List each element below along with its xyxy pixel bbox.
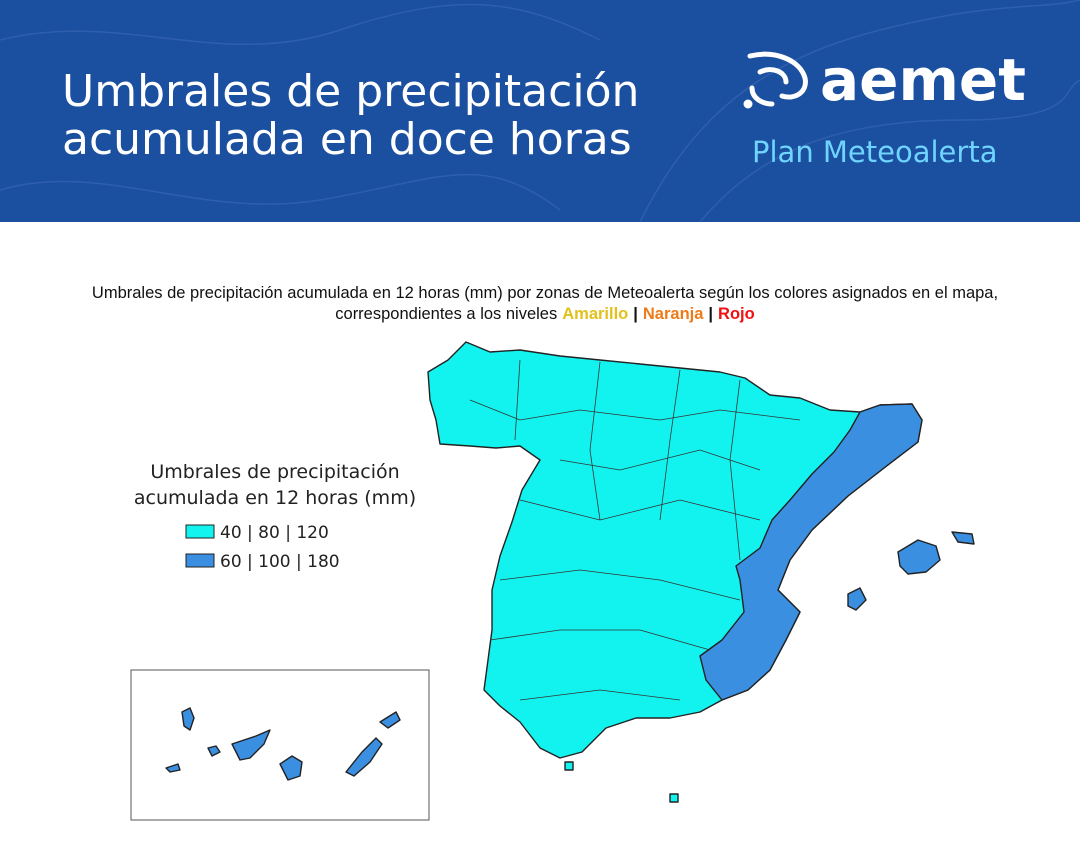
la-gomera [207,745,221,757]
legend-label: 60 | 100 | 180 [220,552,340,572]
logo-text: aemet [820,46,1026,114]
caption-part: Rojo [718,305,755,323]
ceuta [564,761,574,771]
zone-borders [469,359,801,701]
caption-part: Amarillo [562,305,628,323]
caption-part: correspondientes a los niveles [335,305,557,323]
la-palma [181,707,195,731]
gran-canaria [279,755,303,781]
canarias-inset [130,669,430,821]
lanzarote [379,711,401,729]
peninsula-high-threshold [699,403,923,701]
caption-part: Naranja [643,305,704,323]
header-subtitle: Plan Meteoalerta [752,135,997,169]
caption-part: | [708,305,713,323]
mallorca [897,539,941,575]
map-caption: Umbrales de precipitación acumulada en 1… [92,284,998,302]
ibiza [847,587,867,611]
map-caption: correspondientes a los niveles Amarillo | N… [335,305,754,323]
legend-title: acumulada en 12 horas (mm) [134,487,416,509]
legend-title: Umbrales de precipitación [150,461,399,483]
fuerteventura [345,737,383,777]
header-background [0,0,1080,222]
header-waves [0,0,1080,223]
menorca [951,531,975,545]
el-hierro [165,763,181,773]
legend-swatch [185,524,215,539]
logo-icon [743,51,808,109]
tenerife [231,729,271,761]
melilla [669,793,679,803]
header-title: Umbrales de precipitación [62,66,639,117]
header-title: acumulada en doce horas [62,114,632,165]
legend-label: 40 | 80 | 120 [220,523,329,543]
caption-part: | [633,305,638,323]
legend-swatch [185,553,215,568]
